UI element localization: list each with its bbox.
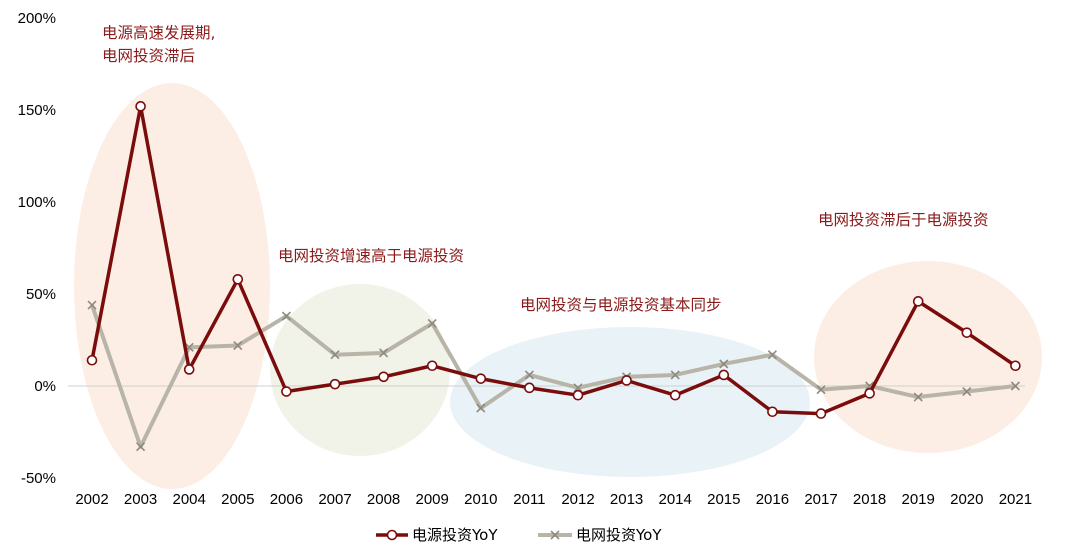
- series-2-point: [524, 370, 534, 380]
- series-1-point: [912, 296, 924, 307]
- series-2-point: [233, 340, 243, 351]
- x-tick-label: 2015: [707, 491, 740, 508]
- x-tick-label: 2002: [75, 491, 108, 508]
- series-1-point: [572, 389, 584, 401]
- highlight-region-3: [450, 327, 810, 477]
- series-1-point: [524, 382, 535, 394]
- series-1-point: [864, 388, 875, 399]
- x-tick-label: 2011: [513, 491, 545, 508]
- series-2-point: [719, 359, 729, 369]
- x-tick-label: 2018: [853, 491, 886, 508]
- x-tick-label: 2006: [270, 491, 303, 508]
- series-line-2: [90, 304, 1016, 449]
- series-2-point: [962, 386, 972, 397]
- series-2-point: [767, 350, 777, 360]
- x-tick-label: 2013: [610, 491, 643, 508]
- series-1-point: [378, 371, 389, 383]
- x-tick-label: 2003: [124, 491, 157, 508]
- x-tick-label: 2007: [318, 491, 351, 508]
- series-2-point: [136, 442, 146, 452]
- series-1-point: [718, 369, 730, 381]
- series-1-point: [815, 408, 827, 419]
- x-tick-label: 2016: [756, 491, 789, 508]
- x-tick-label: 2010: [464, 491, 497, 508]
- legend-item-power: 电源投资YoY: [376, 526, 498, 544]
- series-2-point: [913, 392, 923, 402]
- series-2-point: [670, 370, 680, 380]
- series-2-point: [330, 350, 340, 360]
- series-1-point: [621, 375, 632, 386]
- y-tick-label: -50%: [21, 470, 56, 487]
- series-1-point: [1010, 360, 1021, 372]
- annotation-text: 电网投资增速高于电源投资: [278, 247, 464, 265]
- series-2-point: [281, 311, 291, 321]
- annotation-text: 电网投资滞后: [102, 47, 195, 65]
- series-1-point: [281, 386, 292, 397]
- series-2-point: [816, 385, 826, 395]
- series-2-point: [87, 300, 97, 310]
- series-1-point: [232, 273, 244, 285]
- series-2-point: [1010, 381, 1020, 391]
- y-tick-label: 100%: [18, 194, 56, 211]
- highlight-region-4: [814, 261, 1042, 453]
- annotation-text: 电网投资滞后于电源投资: [818, 211, 989, 229]
- legend-item-grid: 电网投资YoY: [538, 526, 662, 544]
- x-tick-label: 2012: [561, 491, 594, 508]
- y-tick-label: 150%: [18, 102, 56, 119]
- y-tick-label: 200%: [18, 10, 56, 27]
- series-1-point: [86, 354, 98, 366]
- series-line-1: [90, 104, 1017, 416]
- x-tick-label: 2008: [367, 491, 400, 508]
- series-1-point: [426, 360, 438, 372]
- series-2-point: [379, 348, 389, 358]
- y-tick-label: 50%: [26, 286, 56, 303]
- x-tick-label: 2009: [416, 491, 449, 508]
- series-2-point: [573, 383, 583, 393]
- series-1-point: [961, 327, 973, 338]
- series-2-point: [427, 318, 437, 329]
- legend-label: 电源投资YoY: [412, 526, 498, 544]
- series-1-point: [183, 364, 195, 375]
- x-tick-label: 2021: [999, 491, 1032, 508]
- highlight-region-2: [270, 284, 450, 456]
- annotation-text: 电源高速发展期,: [102, 24, 215, 42]
- series-1-point: [767, 406, 778, 418]
- series-1-point: [329, 378, 341, 390]
- legend-label: 电网投资YoY: [576, 526, 662, 544]
- series-1-point: [135, 101, 146, 112]
- y-tick-label: 0%: [34, 378, 56, 395]
- annotation-text: 电网投资与电源投资基本同步: [520, 296, 722, 314]
- highlight-region-1: [74, 83, 270, 489]
- x-tick-label: 2019: [902, 491, 935, 508]
- x-tick-label: 2014: [659, 491, 692, 508]
- x-tick-label: 2004: [173, 491, 206, 508]
- x-tick-label: 2017: [804, 491, 837, 508]
- x-tick-label: 2020: [950, 491, 983, 508]
- series-2-point: [476, 403, 486, 413]
- x-tick-label: 2005: [221, 491, 254, 508]
- series-1-point: [669, 389, 681, 401]
- series-1-point: [475, 373, 487, 384]
